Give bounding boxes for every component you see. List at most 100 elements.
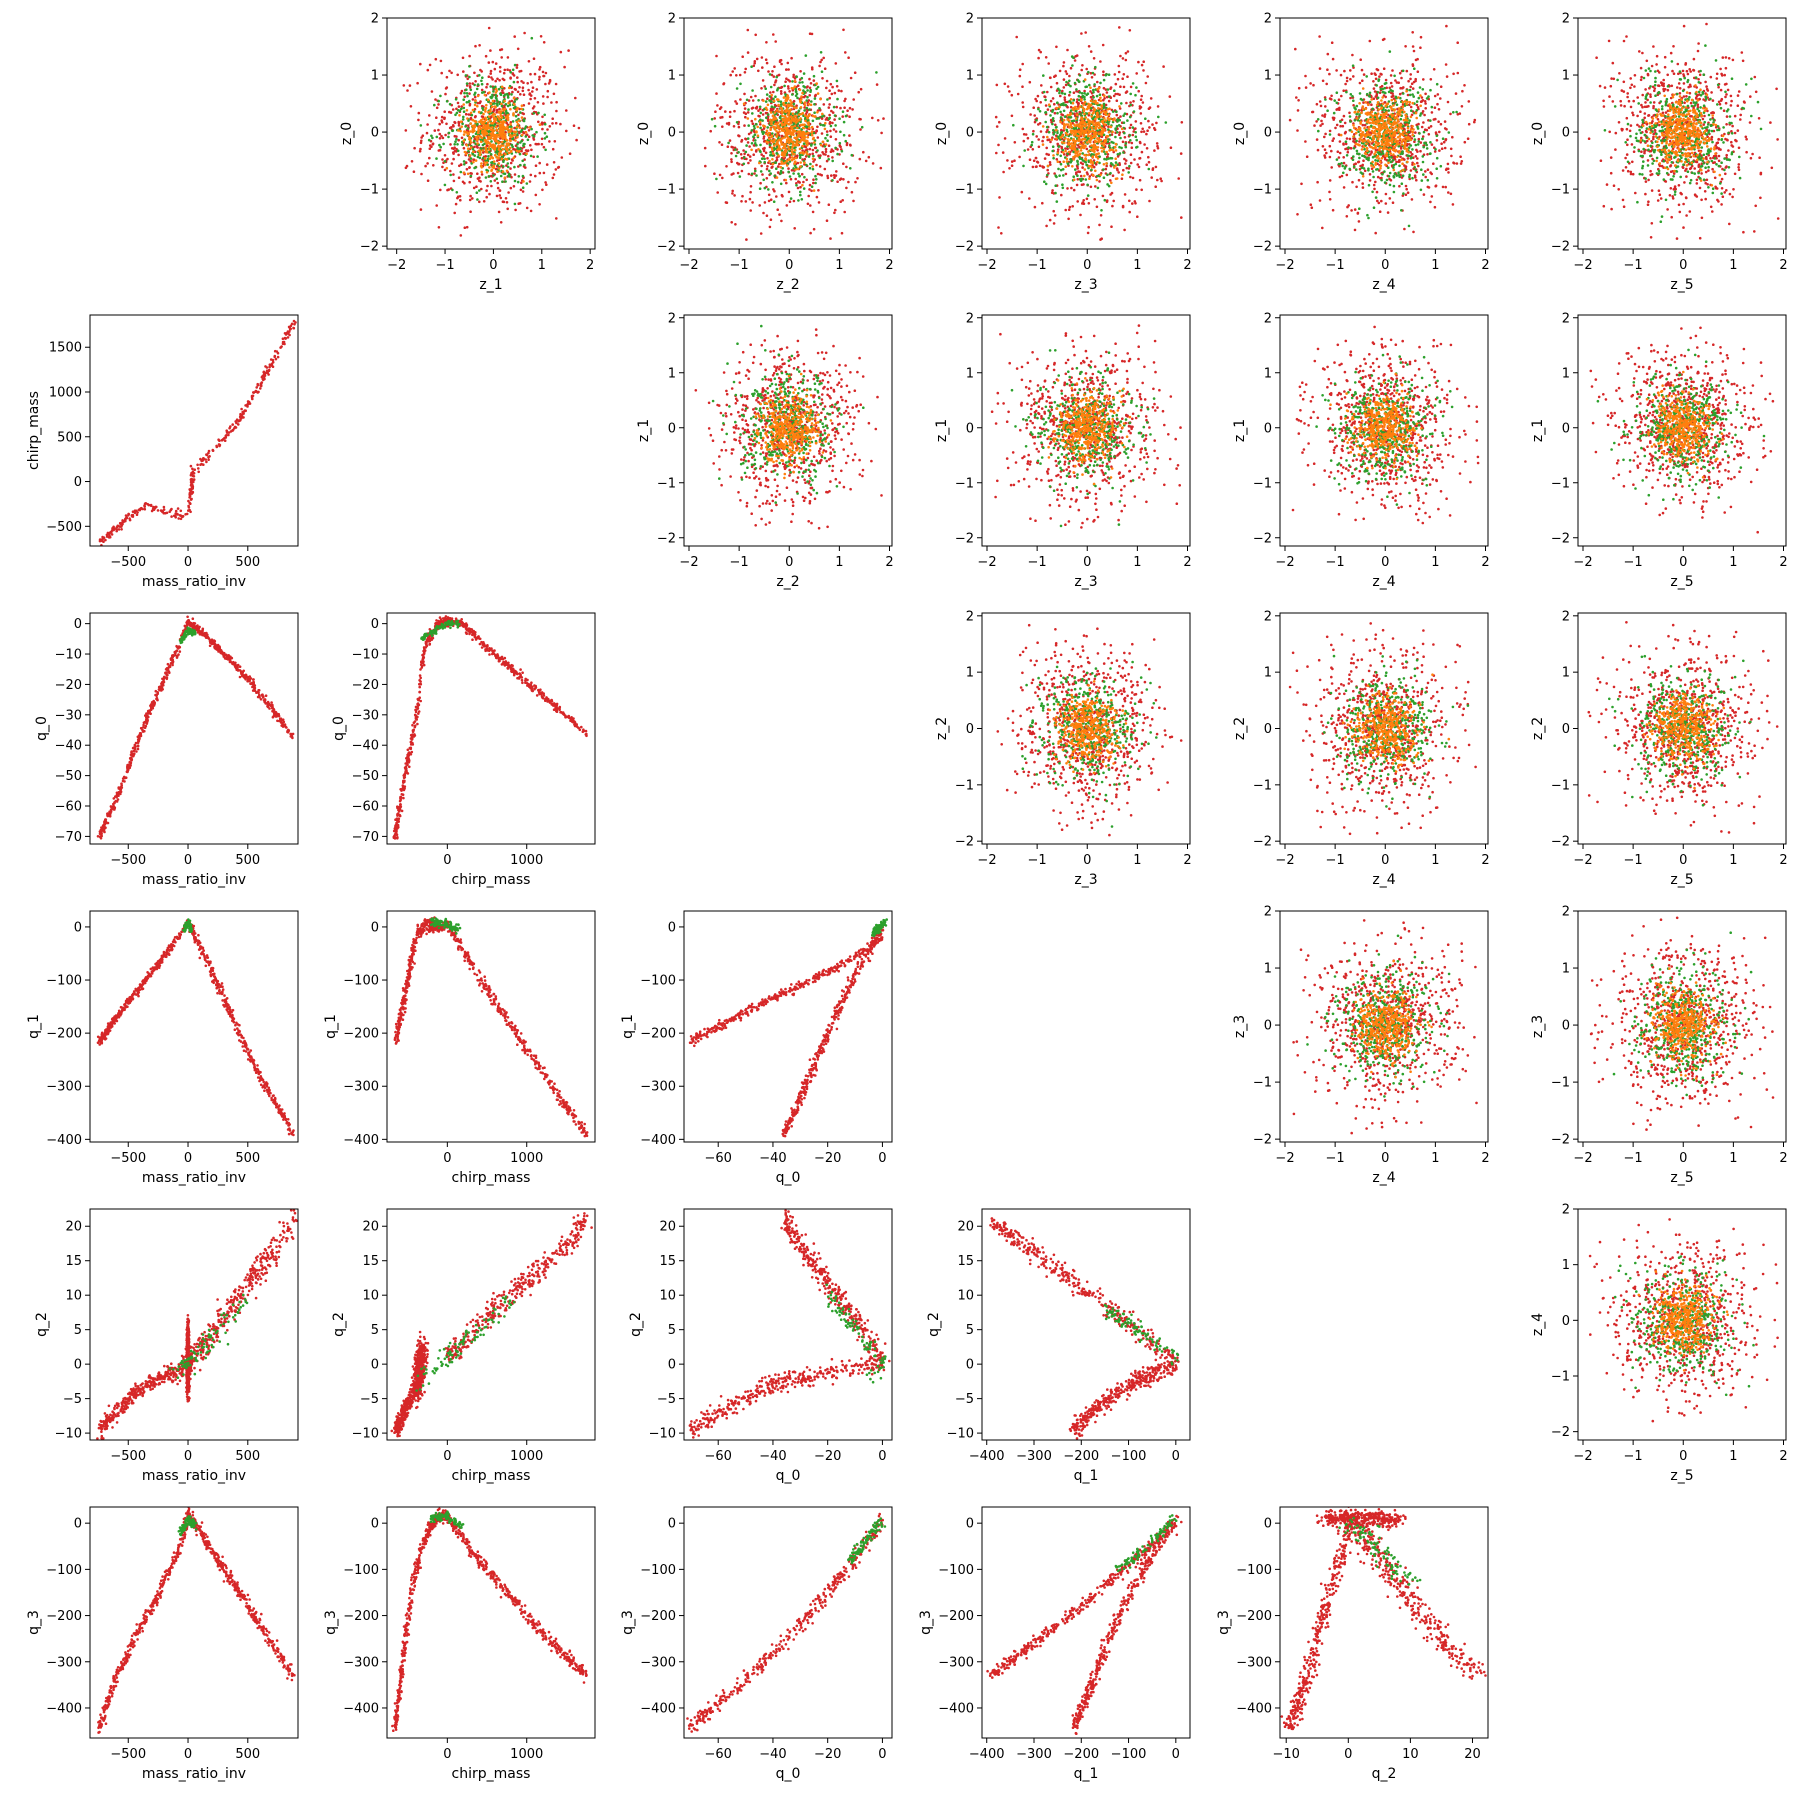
scatter-point <box>519 163 522 167</box>
scatter-point <box>810 189 813 193</box>
scatter-point <box>821 77 824 80</box>
scatter-point <box>829 124 833 128</box>
scatter-point <box>1336 150 1340 153</box>
scatter-point <box>752 64 756 68</box>
scatter-point <box>1083 174 1086 178</box>
scatter-point <box>835 105 838 109</box>
scatter-point <box>1013 159 1016 162</box>
scatter-point <box>487 175 491 178</box>
scatter-point <box>420 172 423 176</box>
scatter-point <box>1035 99 1038 103</box>
scatter-point <box>1100 133 1103 137</box>
scatter-point <box>1066 145 1069 148</box>
scatter-point <box>1087 202 1091 205</box>
scatter-point <box>784 101 788 105</box>
scatter-point <box>810 100 813 103</box>
scatter-point <box>465 82 469 85</box>
scatter-point <box>1127 171 1130 174</box>
scatter-point <box>410 160 414 163</box>
scatter-point <box>402 84 406 87</box>
scatter-point <box>792 141 795 144</box>
scatter-point <box>763 186 767 190</box>
scatter-point <box>500 157 504 161</box>
scatter-point <box>765 214 769 217</box>
scatter-point <box>433 129 437 132</box>
scatter-point <box>1064 208 1067 212</box>
scatter-point <box>775 98 779 101</box>
scatter-point <box>786 85 790 88</box>
scatter-point <box>1169 146 1173 149</box>
scatter-point <box>766 141 770 144</box>
scatter-point <box>1080 32 1083 35</box>
scatter-point <box>1061 183 1064 186</box>
scatter-point <box>1352 104 1355 107</box>
scatter-point <box>1035 135 1038 138</box>
scatter-point <box>1156 144 1159 148</box>
scatter-point <box>476 172 479 175</box>
scatter-point <box>1134 135 1138 138</box>
scatter-point <box>849 167 852 170</box>
scatter-point <box>1091 173 1095 177</box>
scatter-point <box>412 170 416 173</box>
scatter-point <box>520 128 524 132</box>
scatter-point <box>775 167 778 170</box>
scatter-point <box>1069 98 1073 101</box>
scatter-point <box>796 130 799 134</box>
scatter-point <box>773 105 776 109</box>
scatter-point <box>518 149 521 153</box>
scatter-point <box>757 114 760 118</box>
scatter-point <box>1072 56 1075 60</box>
scatter-point <box>788 104 792 107</box>
scatter-point <box>820 70 824 73</box>
scatter-point <box>1073 81 1077 85</box>
scatter-point <box>1061 134 1064 137</box>
scatter-point <box>1065 72 1069 76</box>
scatter-point <box>1432 68 1436 71</box>
scatter-point <box>1094 185 1097 188</box>
scatter-point <box>703 146 707 150</box>
scatter-point <box>1101 131 1104 135</box>
scatter-point <box>776 141 779 144</box>
scatter-point <box>824 150 828 153</box>
scatter-point <box>1126 50 1130 53</box>
scatter-point <box>1126 75 1129 78</box>
scatter-point <box>828 113 831 117</box>
scatter-point <box>1459 155 1462 158</box>
scatter-point <box>1072 178 1076 181</box>
scatter-point <box>774 126 777 129</box>
scatter-point <box>745 144 748 147</box>
scatter-point <box>1140 130 1143 134</box>
scatter-point <box>761 113 765 116</box>
scatter-point <box>778 213 781 216</box>
scatter-point <box>764 87 767 90</box>
scatter-point <box>460 136 464 140</box>
scatter-point <box>746 28 750 32</box>
scatter-point <box>796 84 800 87</box>
scatter-point <box>805 140 809 144</box>
scatter-point <box>995 125 999 128</box>
scatter-point <box>787 87 790 90</box>
scatter-point <box>1096 137 1099 140</box>
scatter-point <box>1052 222 1056 225</box>
scatter-point <box>1063 98 1067 101</box>
scatter-point <box>785 127 788 130</box>
scatter-point <box>1376 68 1380 72</box>
scatter-point <box>1395 160 1398 164</box>
scatter-point <box>801 134 805 138</box>
scatter-point <box>1018 68 1022 71</box>
scatter-point <box>484 124 488 127</box>
y-tick-label: −2 <box>657 240 676 255</box>
scatter-point <box>842 28 845 32</box>
scatter-point <box>1111 174 1115 177</box>
scatter-point <box>1388 197 1392 200</box>
scatter-point <box>851 108 854 111</box>
scatter-point <box>1132 100 1135 103</box>
scatter-point <box>1094 123 1098 127</box>
scatter-point <box>730 158 733 161</box>
scatter-point <box>1105 158 1108 161</box>
scatter-point <box>784 178 788 182</box>
scatter-point <box>513 173 517 176</box>
scatter-point <box>1013 141 1017 144</box>
scatter-point <box>1124 58 1128 62</box>
